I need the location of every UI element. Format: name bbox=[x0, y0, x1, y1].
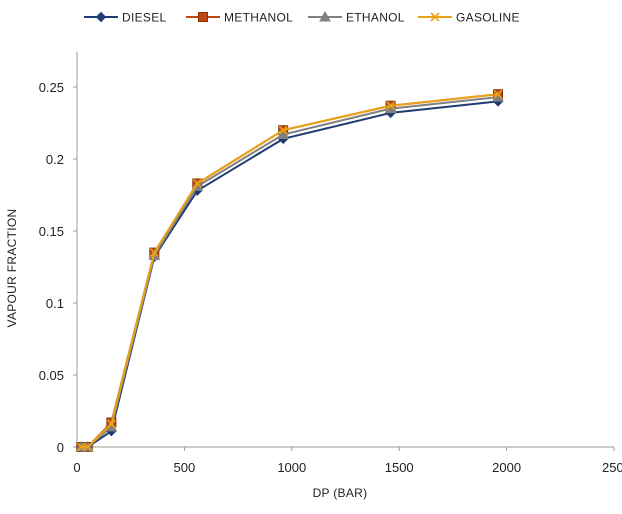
legend-item-ethanol: ETHANOL bbox=[308, 11, 405, 25]
x-tick-label: 1500 bbox=[385, 460, 414, 475]
series-line-diesel bbox=[81, 100, 499, 448]
legend-marker-icon bbox=[198, 12, 208, 22]
x-axis-title: DP (BAR) bbox=[313, 486, 368, 500]
y-axis-title: VAPOUR FRACTION bbox=[5, 209, 19, 328]
series-line-ethanol bbox=[81, 96, 499, 448]
y-tick-label: 0.1 bbox=[46, 296, 64, 311]
legend-item-methanol: METHANOL bbox=[186, 11, 293, 25]
legend-label: GASOLINE bbox=[456, 11, 520, 25]
x-tick-label: 2000 bbox=[492, 460, 521, 475]
series-ethanol bbox=[75, 91, 504, 452]
legend-label: DIESEL bbox=[122, 11, 167, 25]
y-tick-label: 0.2 bbox=[46, 152, 64, 167]
legend-label: METHANOL bbox=[224, 11, 293, 25]
series-methanol bbox=[76, 89, 504, 452]
x-tick-label: 500 bbox=[174, 460, 196, 475]
legend-marker-icon bbox=[430, 12, 440, 22]
data-point-ethanol bbox=[277, 128, 290, 140]
y-tick-label: 0 bbox=[57, 440, 64, 455]
series-line-methanol bbox=[81, 93, 499, 448]
data-point-gasoline bbox=[106, 419, 116, 429]
series-layer bbox=[75, 89, 504, 453]
data-point-gasoline bbox=[83, 442, 93, 452]
legend-marker-icon bbox=[319, 10, 331, 22]
x-tick-label: 1000 bbox=[277, 460, 306, 475]
legend-label: ETHANOL bbox=[346, 11, 405, 25]
legend-item-gasoline: GASOLINE bbox=[418, 11, 520, 25]
y-tick-label: 0.05 bbox=[39, 368, 64, 383]
series-gasoline bbox=[76, 89, 503, 452]
x-tick-label: 250 bbox=[602, 460, 622, 475]
series-diesel bbox=[76, 96, 504, 453]
data-point-gasoline bbox=[149, 248, 159, 258]
legend-item-diesel: DIESEL bbox=[84, 11, 167, 25]
data-point-gasoline bbox=[493, 89, 503, 99]
y-tick-label: 0.15 bbox=[39, 224, 64, 239]
axes: 0 0.05 0.1 0.15 0.2 0.25 0 500 1000 1500 2000 250 bbox=[39, 52, 622, 475]
data-point-gasoline bbox=[386, 101, 396, 111]
data-point-gasoline bbox=[278, 125, 288, 135]
legend-marker-icon bbox=[95, 11, 107, 23]
data-point-gasoline bbox=[192, 178, 202, 189]
series-line-gasoline bbox=[81, 93, 499, 448]
x-tick-label: 0 bbox=[73, 460, 80, 475]
legend: DIESEL METHANOL ETHANOL GASOLINE bbox=[84, 11, 520, 25]
y-tick-label: 0.25 bbox=[39, 80, 64, 95]
